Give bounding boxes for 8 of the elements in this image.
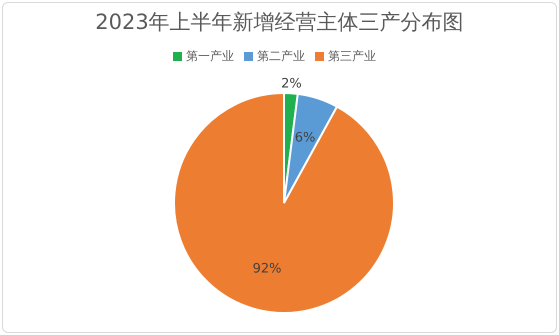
legend-label: 第一产业 [186,49,234,63]
pie-slice [173,92,395,314]
data-label: 2% [281,76,302,92]
chart-title: 2023年上半年新增经营主体三产分布图 [94,9,465,36]
legend-label: 第三产业 [328,49,376,63]
data-label: 6% [294,130,316,146]
data-label: 92% [252,262,282,277]
legend-label: 第二产业 [257,49,305,63]
